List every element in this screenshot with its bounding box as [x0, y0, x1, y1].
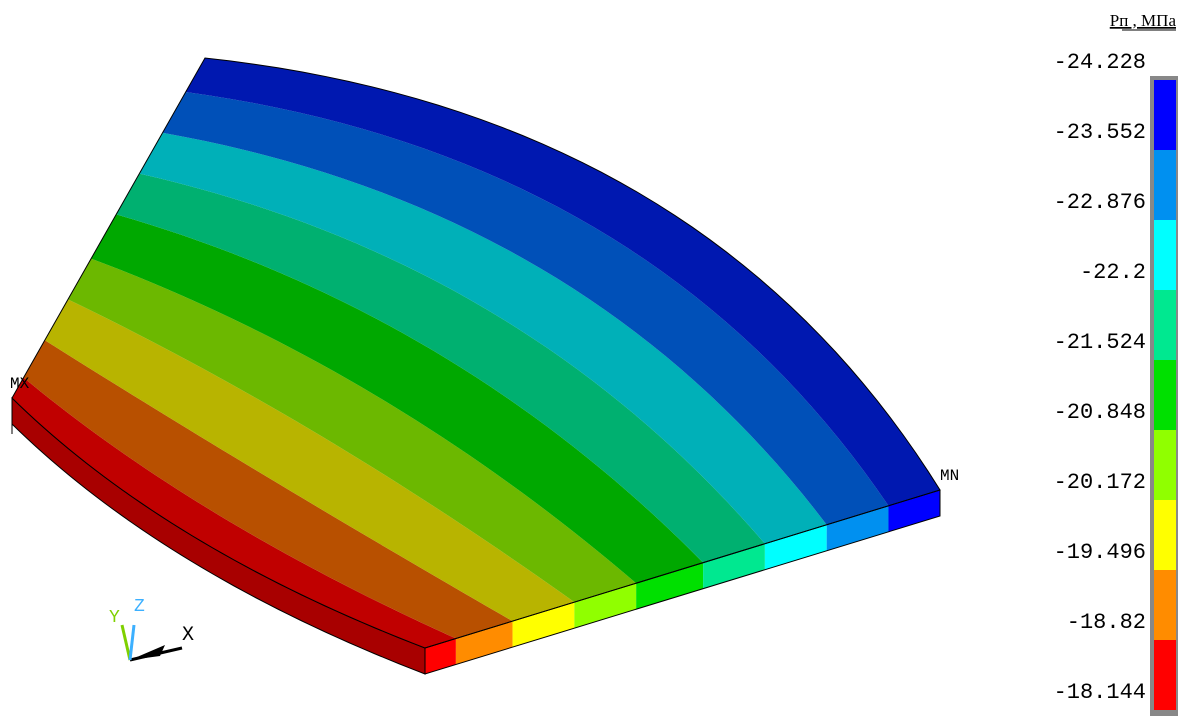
model — [11, 57, 941, 675]
end-outline — [424, 489, 941, 675]
triad-y-label: Y — [109, 608, 120, 628]
legend-label: -24.228 — [1054, 50, 1146, 75]
contour-band — [67, 258, 637, 603]
legend-band — [1154, 150, 1176, 220]
legend-band — [1154, 220, 1176, 290]
triad-x-label: X — [182, 624, 194, 647]
legend-label: -20.172 — [1054, 470, 1146, 495]
end-face-band — [455, 621, 513, 665]
contour-band — [44, 299, 575, 622]
contour-band — [116, 173, 765, 563]
end-face-band — [512, 602, 575, 648]
legend-label: -21.524 — [1054, 330, 1146, 355]
axis-triad: X Y Z — [109, 597, 194, 662]
legend-label: -23.552 — [1054, 120, 1146, 145]
contour-band — [162, 92, 889, 525]
legend-label: -18.144 — [1054, 680, 1146, 705]
contour-band — [185, 58, 940, 506]
legend-bands — [1154, 80, 1176, 710]
end-face-band — [574, 583, 637, 629]
legend-label: -19.496 — [1054, 540, 1146, 565]
contour-band — [139, 132, 827, 544]
legend-title: Pп , МПа — [1110, 11, 1177, 30]
legend-band — [1154, 640, 1176, 710]
end-face-band — [764, 524, 827, 570]
triad-z-axis — [128, 624, 136, 661]
end-face-band — [703, 543, 765, 589]
contour-band — [91, 214, 704, 584]
legend-band — [1154, 430, 1176, 500]
legend-band — [1154, 360, 1176, 430]
triad-z-label: Z — [134, 597, 145, 617]
legend-band — [1154, 570, 1176, 640]
end-face-band — [826, 505, 889, 551]
min-label: MN — [940, 467, 959, 485]
end-face-band — [888, 490, 940, 532]
max-label: MX — [10, 375, 30, 393]
legend-label: -18.82 — [1067, 610, 1146, 635]
legend-label: -22.876 — [1054, 190, 1146, 215]
legend-band — [1154, 290, 1176, 360]
legend-band — [1154, 80, 1176, 150]
triad-x-head — [130, 645, 165, 660]
legend-label: -20.848 — [1054, 400, 1146, 425]
triad-y-axis — [120, 624, 132, 661]
legend-labels: -24.228 -23.552 -22.876 -22.2 -21.524 -20.848… — [1054, 50, 1146, 705]
contour-band — [12, 377, 456, 648]
end-face-band — [425, 638, 456, 674]
contour-band — [23, 340, 513, 639]
end-face-band — [636, 562, 704, 610]
legend-label: -22.2 — [1080, 260, 1146, 285]
legend-band — [1154, 500, 1176, 570]
